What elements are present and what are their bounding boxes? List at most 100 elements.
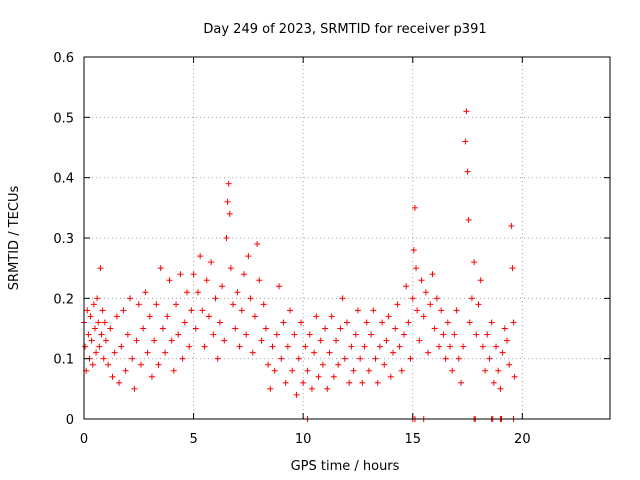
x-tick-label: 10 — [295, 432, 312, 447]
data-point — [326, 349, 333, 356]
data-point — [442, 355, 449, 362]
data-point — [116, 379, 123, 386]
y-tick-label: 0.6 — [53, 51, 74, 66]
y-tick-labels: 0 0.1 0.2 0.3 0.4 0.5 0.6 — [53, 51, 74, 428]
data-point — [385, 313, 392, 320]
x-tick-label: 0 — [80, 432, 88, 447]
data-point — [457, 379, 464, 386]
x-tick-label: 15 — [404, 432, 421, 447]
data-point — [151, 337, 158, 344]
data-point — [113, 313, 120, 320]
data-point — [407, 355, 414, 362]
data-point — [374, 379, 381, 386]
data-point — [293, 391, 300, 398]
data-point — [392, 325, 399, 332]
data-point — [465, 216, 472, 223]
data-point — [97, 265, 104, 272]
data-point — [162, 349, 169, 356]
data-point — [226, 210, 233, 217]
y-tick-label: 0.4 — [53, 172, 74, 187]
data-point — [190, 271, 197, 278]
data-point — [313, 313, 320, 320]
data-point — [352, 331, 359, 338]
data-point — [95, 319, 102, 326]
data-point — [107, 325, 114, 332]
data-point — [486, 355, 493, 362]
data-point — [308, 385, 315, 392]
data-point — [102, 337, 109, 344]
data-point — [322, 325, 329, 332]
data-point — [265, 361, 272, 368]
data-point — [173, 301, 180, 308]
y-tick-label: 0.3 — [53, 232, 74, 247]
data-point — [84, 307, 91, 314]
data-point — [186, 343, 193, 350]
data-point — [133, 337, 140, 344]
data-point — [89, 361, 96, 368]
data-point — [166, 277, 173, 284]
data-point — [199, 307, 206, 314]
data-point — [416, 337, 423, 344]
data-point — [90, 301, 97, 308]
data-point — [381, 361, 388, 368]
data-point — [335, 361, 342, 368]
data-point — [506, 361, 513, 368]
data-point — [422, 289, 429, 296]
data-point — [87, 313, 94, 320]
data-point — [210, 331, 217, 338]
data-point — [212, 295, 219, 302]
data-point — [390, 349, 397, 356]
data-point — [153, 301, 160, 308]
data-point — [453, 307, 460, 314]
data-point — [473, 331, 480, 338]
x-tick-label: 5 — [189, 432, 197, 447]
data-point — [142, 289, 149, 296]
data-point — [140, 325, 147, 332]
y-tick-label: 0 — [66, 413, 74, 428]
data-point — [168, 337, 175, 344]
data-point — [243, 331, 250, 338]
data-point — [88, 337, 95, 344]
data-point — [225, 180, 232, 187]
data-point — [387, 373, 394, 380]
data-point — [94, 295, 101, 302]
data-point — [201, 343, 208, 350]
data-point — [509, 265, 516, 272]
data-point — [221, 337, 228, 344]
data-point — [460, 343, 467, 350]
data-point — [464, 168, 471, 175]
data-point — [410, 247, 417, 254]
data-point — [444, 319, 451, 326]
data-point — [278, 355, 285, 362]
data-point — [361, 343, 368, 350]
data-point — [363, 319, 370, 326]
data-point — [499, 349, 506, 356]
data-point — [475, 301, 482, 308]
data-point — [495, 367, 502, 374]
data-point — [240, 271, 247, 278]
data-point — [330, 373, 337, 380]
data-point — [400, 331, 407, 338]
data-point — [302, 343, 309, 350]
data-point — [188, 307, 195, 314]
data-point — [403, 283, 410, 290]
data-point — [144, 349, 151, 356]
data-point — [376, 343, 383, 350]
data-point — [249, 349, 256, 356]
data-point — [438, 307, 445, 314]
data-point — [251, 313, 258, 320]
data-point — [148, 373, 155, 380]
data-point — [289, 367, 296, 374]
data-point — [164, 313, 171, 320]
data-point — [273, 331, 280, 338]
data-point — [436, 343, 443, 350]
data-point — [455, 355, 462, 362]
data-point — [463, 108, 470, 115]
data-point — [346, 379, 353, 386]
data-point — [324, 385, 331, 392]
data-point — [245, 253, 252, 260]
data-point — [511, 373, 518, 380]
data-point — [93, 349, 100, 356]
data-point — [477, 277, 484, 284]
data-point — [368, 331, 375, 338]
